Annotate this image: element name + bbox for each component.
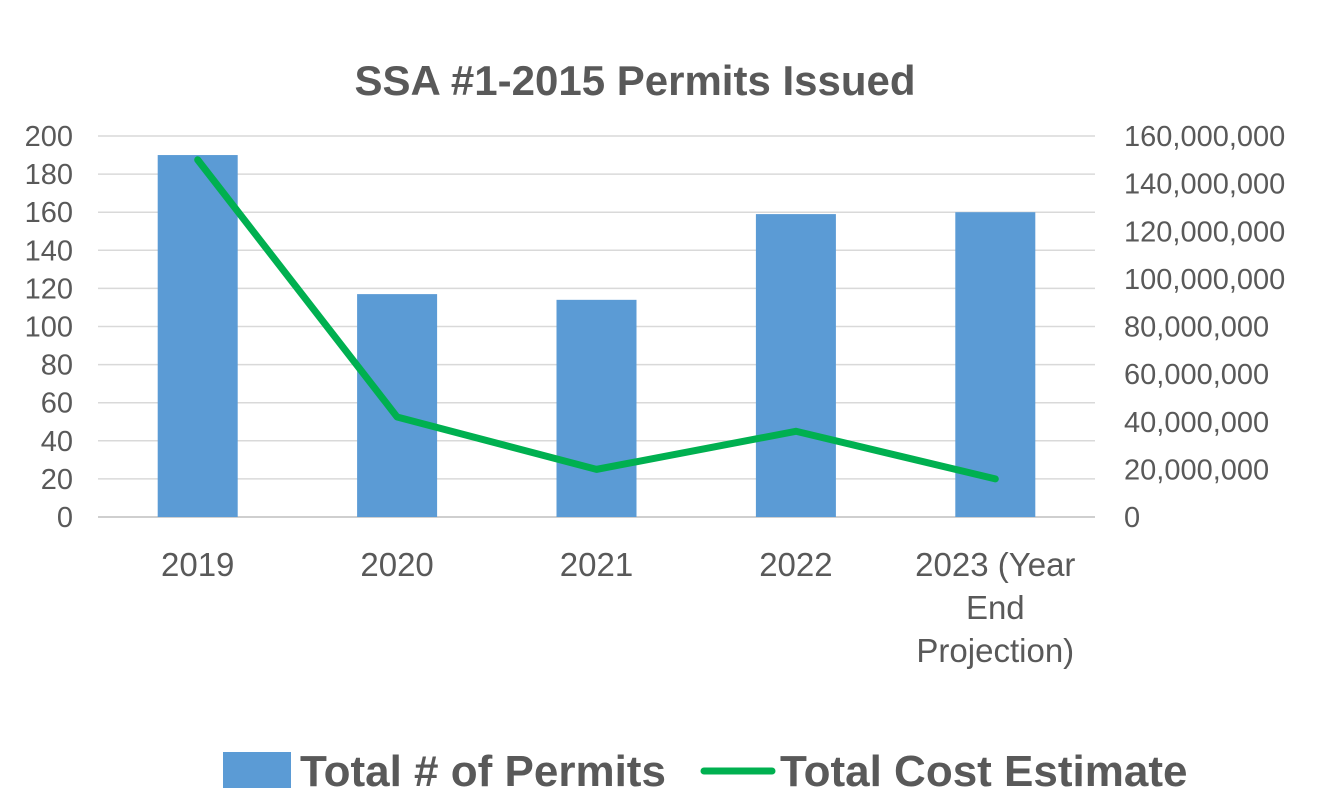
right-tick-label: 160,000,000	[1124, 121, 1285, 153]
x-axis: 2019 2020 2021 2022 2023 (Year End Projection)	[161, 546, 1075, 669]
category-label: 2022	[759, 546, 832, 583]
legend: Total # of Permits Total Cost Estimate	[223, 747, 1187, 796]
right-tick-label: 60,000,000	[1124, 359, 1269, 391]
category-label: 2020	[360, 546, 433, 583]
left-tick-label: 120	[25, 273, 73, 305]
left-tick-label: 100	[25, 312, 73, 344]
category-label: 2023 (Year End Projection)	[915, 546, 1075, 669]
line-series	[194, 156, 999, 483]
bar	[357, 294, 438, 517]
category-label: 2021	[560, 546, 633, 583]
left-y-axis: 0 20 40 60 80 100 120 140 160 180 200	[25, 121, 73, 534]
right-tick-label: 140,000,000	[1124, 169, 1285, 201]
right-tick-label: 100,000,000	[1124, 264, 1285, 296]
left-tick-label: 200	[25, 121, 73, 153]
left-tick-label: 160	[25, 197, 73, 229]
right-tick-label: 20,000,000	[1124, 454, 1269, 486]
right-tick-label: 0	[1124, 502, 1140, 534]
right-tick-label: 80,000,000	[1124, 312, 1269, 344]
left-tick-label: 180	[25, 159, 73, 191]
left-tick-label: 60	[41, 388, 73, 420]
left-tick-label: 140	[25, 235, 73, 267]
legend-line-label: Total Cost Estimate	[780, 747, 1187, 796]
legend-bar-label: Total # of Permits	[300, 747, 666, 796]
bar	[157, 155, 238, 518]
bar	[955, 212, 1036, 517]
bar	[556, 299, 637, 517]
category-label: 2019	[161, 546, 234, 583]
legend-bar-swatch	[223, 752, 291, 788]
left-tick-label: 0	[57, 502, 73, 534]
right-tick-label: 120,000,000	[1124, 216, 1285, 248]
left-tick-label: 80	[41, 350, 73, 382]
bar	[755, 214, 836, 518]
left-tick-label: 20	[41, 464, 73, 496]
right-tick-label: 40,000,000	[1124, 407, 1269, 439]
right-y-axis: 0 20,000,000 40,000,000 60,000,000 80,000,00…	[1124, 121, 1285, 534]
bar-series	[157, 155, 1036, 518]
chart-title: SSA #1-2015 Permits Issued	[354, 57, 915, 104]
left-tick-label: 40	[41, 426, 73, 458]
